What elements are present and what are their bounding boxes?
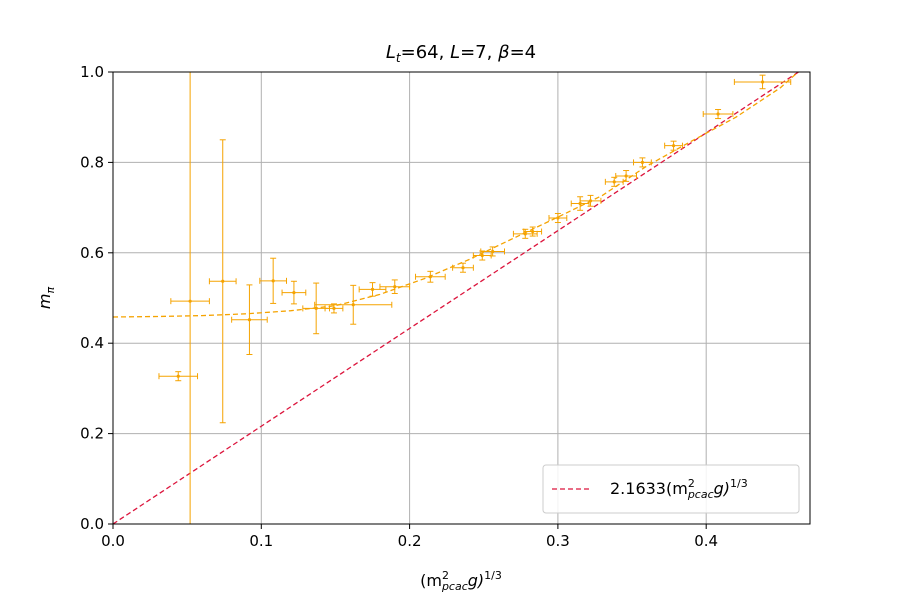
y-tick-label: 1.0 — [80, 63, 104, 81]
data-point — [208, 139, 237, 424]
y-axis-ticks: 0.0 0.2 0.4 0.6 0.8 1.0 — [80, 63, 113, 533]
plot-frame — [112, 71, 811, 525]
point-marker — [624, 174, 628, 178]
data-point — [633, 157, 652, 168]
point-marker — [640, 160, 645, 164]
data-point — [664, 140, 683, 151]
point-marker — [332, 306, 336, 310]
point-marker — [428, 275, 432, 279]
point-marker — [461, 266, 465, 270]
x-tick-label: 0.2 — [398, 532, 422, 550]
data-point — [480, 246, 506, 257]
data-point — [259, 257, 288, 304]
point-marker — [760, 80, 765, 84]
reference-line — [113, 72, 800, 524]
point-marker — [523, 232, 527, 236]
data-point — [570, 196, 590, 211]
plot-area — [113, 72, 800, 524]
data-point — [702, 109, 734, 120]
x-tick-label: 0.3 — [546, 532, 570, 550]
y-tick-label: 0.4 — [80, 334, 104, 352]
data-point — [523, 226, 543, 237]
point-marker — [393, 285, 397, 289]
x-axis-label: (m2 pcacg)1/3 — [420, 569, 502, 593]
data-point — [548, 212, 568, 224]
point-marker — [491, 249, 495, 254]
chart-title: Lt=64, L=7, β=4 — [386, 42, 536, 65]
data-point — [324, 303, 344, 314]
point-marker — [612, 180, 616, 184]
point-marker — [188, 299, 192, 303]
point-marker — [588, 199, 593, 203]
data-point — [379, 279, 411, 294]
y-tick-label: 0.0 — [80, 515, 104, 533]
data-point — [170, 72, 210, 524]
x-tick-label: 0.0 — [101, 532, 125, 550]
data-point — [615, 170, 637, 182]
x-tick-label: 0.1 — [249, 532, 273, 550]
fit-curve — [113, 72, 799, 318]
data-point — [358, 282, 387, 297]
legend-box — [542, 464, 800, 514]
legend-label: 2.1633(m2 pcacg)1/3 — [610, 477, 748, 501]
point-marker — [247, 318, 252, 322]
data-point — [281, 280, 307, 305]
y-tick-label: 0.2 — [80, 425, 104, 443]
x-axis-ticks: 0.0 0.1 0.2 0.3 0.4 — [101, 524, 718, 550]
data-point — [452, 262, 474, 273]
data-point — [314, 284, 393, 325]
data-point — [158, 371, 199, 382]
data-point — [231, 284, 268, 355]
point-marker — [480, 253, 484, 258]
point-marker — [671, 144, 676, 148]
data-point — [415, 270, 446, 283]
point-marker — [556, 216, 560, 220]
data-point — [733, 74, 792, 90]
point-marker — [531, 229, 535, 234]
point-marker — [271, 279, 275, 283]
point-marker — [314, 306, 318, 310]
point-marker — [221, 279, 225, 283]
legend: 2.1633(m2 pcacg)1/3 — [542, 464, 800, 514]
y-tick-label: 0.8 — [80, 153, 104, 171]
point-marker — [176, 374, 180, 378]
y-axis-label: mπ — [35, 287, 57, 310]
point-marker — [351, 303, 355, 307]
y-tick-label: 0.6 — [80, 244, 104, 262]
data-point — [579, 194, 602, 207]
errorbar-points — [158, 72, 792, 524]
point-marker — [370, 287, 375, 292]
point-marker — [292, 290, 296, 295]
x-tick-label: 0.4 — [694, 532, 718, 550]
point-marker — [716, 112, 720, 116]
